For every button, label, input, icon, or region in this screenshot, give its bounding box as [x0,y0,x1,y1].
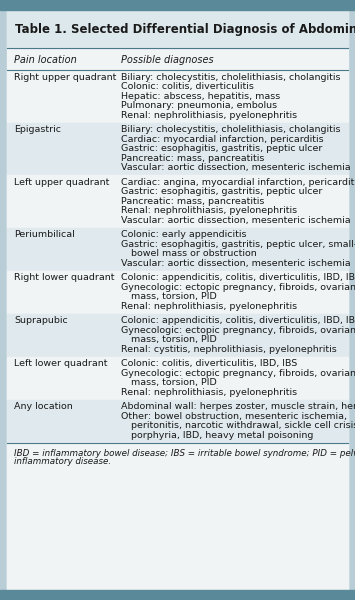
Text: Periumbilical: Periumbilical [14,230,75,239]
Text: Any location: Any location [14,402,73,411]
Text: Left lower quadrant: Left lower quadrant [14,359,108,368]
Text: Pain location: Pain location [14,55,77,65]
Text: Gynecologic: ectopic pregnancy, fibroids, ovarian: Gynecologic: ectopic pregnancy, fibroids… [121,369,355,378]
Text: Hepatic: abscess, hepatitis, mass: Hepatic: abscess, hepatitis, mass [121,92,281,101]
Text: bowel mass or obstruction: bowel mass or obstruction [131,249,257,258]
Text: Biliary: cholecystitis, cholelithiasis, cholangitis: Biliary: cholecystitis, cholelithiasis, … [121,73,341,82]
Bar [7,313,348,356]
Text: inflammatory disease.: inflammatory disease. [14,457,111,466]
Text: Vascular: aortic dissection, mesenteric ischemia: Vascular: aortic dissection, mesenteric … [121,163,351,172]
Text: Epigastric: Epigastric [14,125,61,134]
Text: mass, torsion, PID: mass, torsion, PID [131,292,217,301]
Bar [7,271,348,313]
Text: peritonitis, narcotic withdrawal, sickle cell crisis,: peritonitis, narcotic withdrawal, sickle… [131,421,355,430]
Text: Colonic: early appendicitis: Colonic: early appendicitis [121,230,247,239]
Text: Cardiac: angina, myocardial infarction, pericarditis: Cardiac: angina, myocardial infarction, … [121,178,355,187]
Bar [7,10,348,48]
Text: Renal: nephrolithiasis, pyelonephritis: Renal: nephrolithiasis, pyelonephritis [121,302,297,311]
Text: Vascular: aortic dissection, mesenteric ischemia: Vascular: aortic dissection, mesenteric … [121,259,351,268]
Text: Cardiac: myocardial infarction, pericarditis: Cardiac: myocardial infarction, pericard… [121,135,324,144]
Text: Gastric: esophagitis, gastritis, peptic ulcer, small-: Gastric: esophagitis, gastritis, peptic … [121,240,355,249]
Text: Pancreatic: mass, pancreatitis: Pancreatic: mass, pancreatitis [121,154,265,163]
Text: Renal: nephrolithiasis, pyelonephritis: Renal: nephrolithiasis, pyelonephritis [121,388,297,397]
Text: mass, torsion, PID: mass, torsion, PID [131,378,217,387]
Bar [0,590,355,600]
Text: Right upper quadrant: Right upper quadrant [14,73,116,82]
Text: Colonic: colitis, diverticulitis: Colonic: colitis, diverticulitis [121,82,254,91]
Text: Colonic: colitis, diverticulitis, IBD, IBS: Colonic: colitis, diverticulitis, IBD, I… [121,359,297,368]
Text: Table 1. Selected Differential Diagnosis of Abdominal Pain: Table 1. Selected Differential Diagnosis… [15,23,355,37]
Text: Gastric: esophagitis, gastritis, peptic ulcer: Gastric: esophagitis, gastritis, peptic … [121,187,323,196]
Text: Gynecologic: ectopic pregnancy, fibroids, ovarian: Gynecologic: ectopic pregnancy, fibroids… [121,283,355,292]
Text: Pulmonary: pneumonia, embolus: Pulmonary: pneumonia, embolus [121,101,278,110]
Text: Right lower quadrant: Right lower quadrant [14,273,115,282]
Text: Suprapubic: Suprapubic [14,316,68,325]
Bar [7,122,348,175]
Text: porphyria, IBD, heavy metal poisoning: porphyria, IBD, heavy metal poisoning [131,431,314,440]
Text: Left upper quadrant: Left upper quadrant [14,178,109,187]
Text: Colonic: appendicitis, colitis, diverticulitis, IBD, IBS: Colonic: appendicitis, colitis, divertic… [121,316,355,325]
Text: Biliary: cholecystitis, cholelithiasis, cholangitis: Biliary: cholecystitis, cholelithiasis, … [121,125,341,134]
Text: Gastric: esophagitis, gastritis, peptic ulcer: Gastric: esophagitis, gastritis, peptic … [121,144,323,153]
Text: Renal: cystitis, nephrolithiasis, pyelonephritis: Renal: cystitis, nephrolithiasis, pyelon… [121,345,337,354]
Bar [7,175,348,227]
Text: Gynecologic: ectopic pregnancy, fibroids, ovarian: Gynecologic: ectopic pregnancy, fibroids… [121,326,355,335]
Bar [7,70,348,122]
Text: Renal: nephrolithiasis, pyelonephritis: Renal: nephrolithiasis, pyelonephritis [121,206,297,215]
Text: IBD = inflammatory bowel disease; IBS = irritable bowel syndrome; PID = pelvic: IBD = inflammatory bowel disease; IBS = … [14,449,355,457]
Text: Other: bowel obstruction, mesenteric ischemia,: Other: bowel obstruction, mesenteric isc… [121,412,348,421]
Text: Pancreatic: mass, pancreatitis: Pancreatic: mass, pancreatitis [121,197,265,206]
Text: Possible diagnoses: Possible diagnoses [121,55,214,65]
Bar [7,356,348,400]
Text: Renal: nephrolithiasis, pyelonephritis: Renal: nephrolithiasis, pyelonephritis [121,111,297,120]
Text: Vascular: aortic dissection, mesenteric ischemia: Vascular: aortic dissection, mesenteric … [121,216,351,225]
Bar [7,443,348,590]
Text: Colonic: appendicitis, colitis, diverticulitis, IBD, IBS: Colonic: appendicitis, colitis, divertic… [121,273,355,282]
Text: mass, torsion, PID: mass, torsion, PID [131,335,217,344]
Bar [7,227,348,271]
Text: Abdominal wall: herpes zoster, muscle strain, hernia: Abdominal wall: herpes zoster, muscle st… [121,402,355,411]
Bar [7,400,348,443]
Bar [0,0,355,10]
